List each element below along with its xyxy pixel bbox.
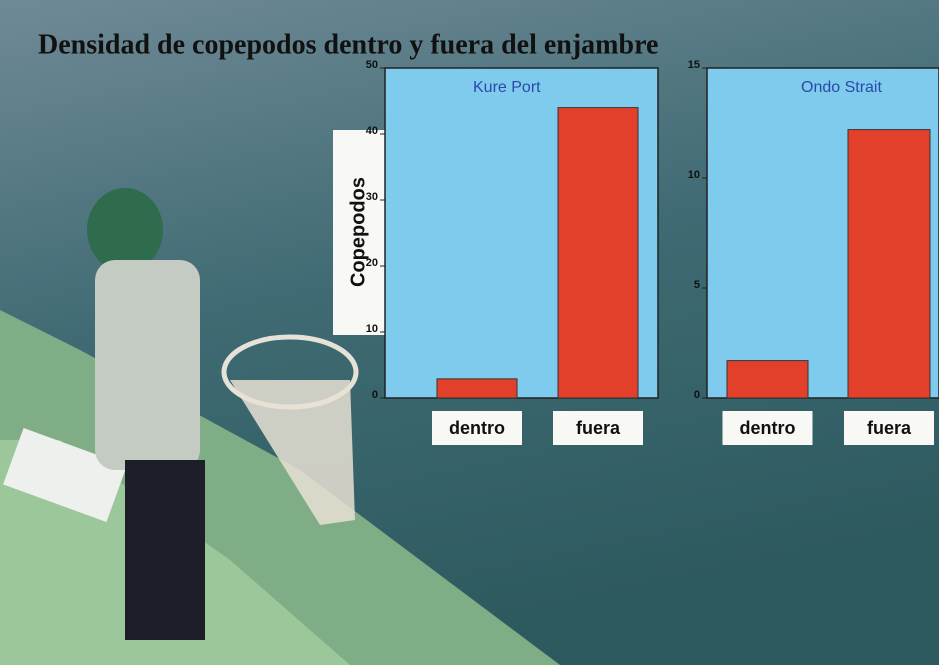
y-tick-label: 15 (688, 59, 700, 71)
category-box (553, 411, 643, 445)
bar (847, 129, 931, 399)
chart-title: Ondo Strait (801, 79, 882, 96)
x-tick-label: dentro (449, 418, 505, 438)
y-tick-label: 20 (366, 257, 378, 269)
y-tick-label: 10 (366, 323, 378, 335)
slide-title: Densidad de copepodos dentro y fuera del… (38, 29, 658, 60)
x-tick-label: dentro (740, 418, 796, 438)
bar (557, 107, 639, 399)
category-box (432, 411, 522, 445)
bar (436, 378, 518, 399)
bar (726, 360, 809, 399)
category-box (722, 411, 813, 445)
y-tick-label: 50 (366, 59, 378, 71)
person-legs (125, 460, 205, 640)
y-axis-label: Copepodos (347, 177, 369, 287)
y-tick-label: 5 (694, 279, 700, 291)
net (230, 380, 355, 525)
x-tick-label: fuera (576, 418, 621, 438)
chart-title: Kure Port (473, 79, 541, 96)
person-head (87, 188, 163, 272)
y-tick-label: 30 (366, 191, 378, 203)
x-tick-label: fuera (867, 418, 912, 438)
y-tick-label: 0 (372, 389, 378, 401)
y-tick-label: 0 (694, 389, 700, 401)
category-box (844, 411, 934, 445)
y-label-box (333, 130, 385, 335)
y-tick-label: 10 (688, 169, 700, 181)
tray (3, 427, 127, 523)
y-tick-label: 40 (366, 125, 378, 137)
person-body (95, 260, 200, 470)
